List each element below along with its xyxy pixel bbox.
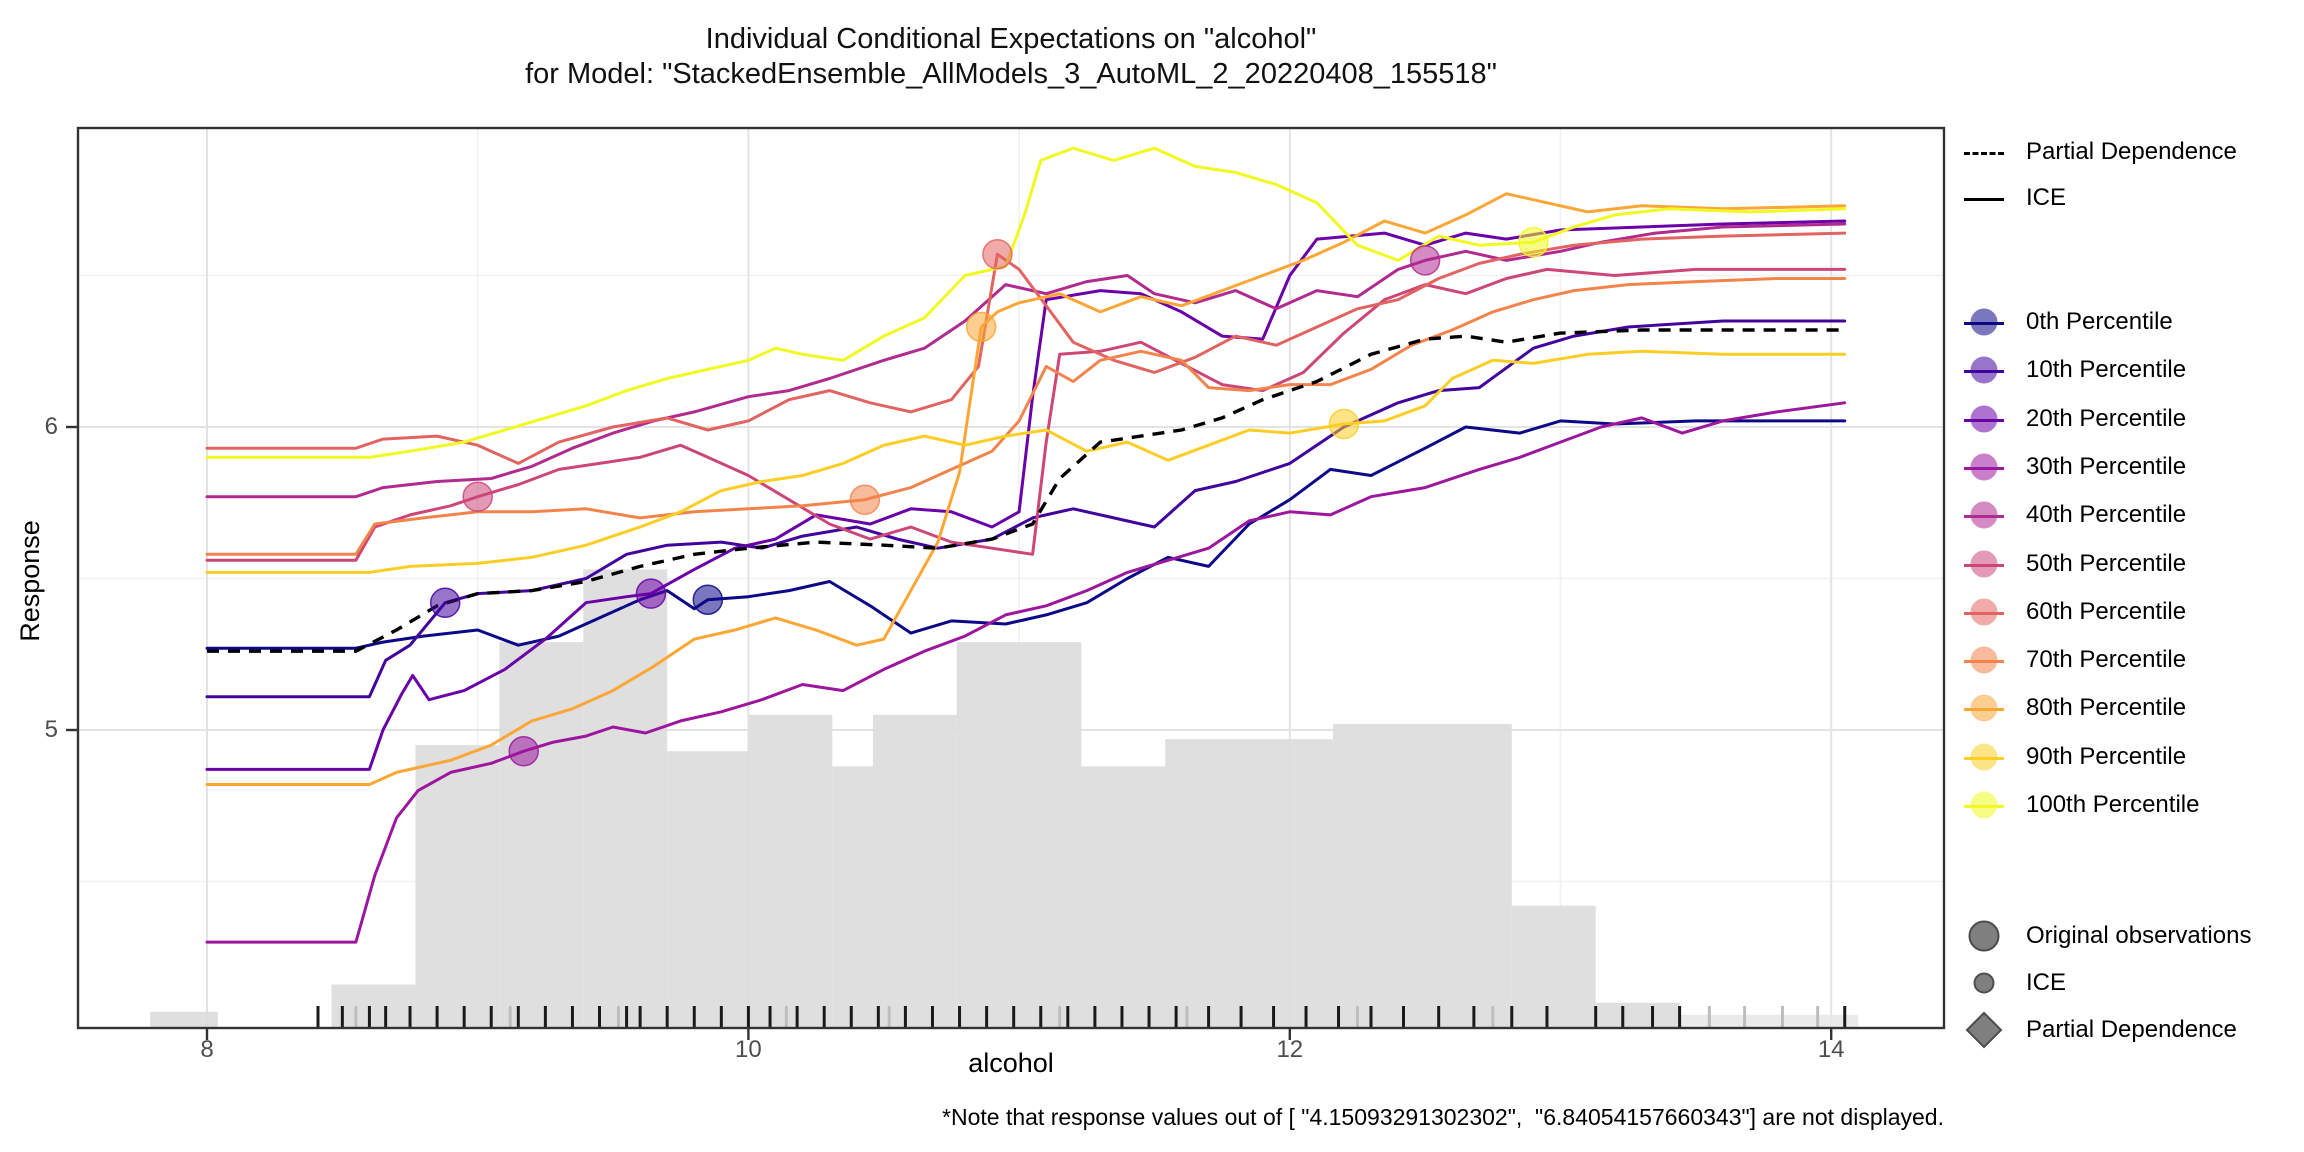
percentile-swatch-icon bbox=[1962, 399, 2006, 439]
legend-item-percentile: 80th Percentile bbox=[1962, 688, 2186, 728]
observation-dot bbox=[429, 587, 461, 618]
diamond-icon bbox=[1962, 1010, 2006, 1050]
legend-label: 40th Percentile bbox=[2026, 501, 2187, 529]
legend-item-percentile: 20th Percentile bbox=[1962, 399, 2186, 439]
legend-label: Partial Dependence bbox=[2026, 138, 2237, 165]
histogram-bar bbox=[872, 714, 957, 1027]
large-circle-icon bbox=[1962, 916, 2006, 956]
legend-item-linetype: ICE bbox=[1962, 178, 2066, 218]
histogram-bar bbox=[415, 745, 500, 1027]
observation-dot bbox=[1518, 226, 1549, 258]
histogram-bar bbox=[956, 642, 1082, 1027]
x-axis-title: alcohol bbox=[968, 1048, 1054, 1078]
legend-item-percentile: 60th Percentile bbox=[1962, 592, 2186, 632]
observation-dot bbox=[849, 484, 881, 515]
legend-label: Partial Dependence bbox=[2026, 1016, 2237, 1043]
observation-dot bbox=[508, 735, 539, 767]
ice-line bbox=[205, 219, 1847, 771]
legend-item-percentile: 10th Percentile bbox=[1962, 350, 2186, 390]
y-tick-label: 5 bbox=[44, 716, 58, 743]
ice-line bbox=[205, 349, 1847, 574]
x-tick-label: 12 bbox=[1276, 1036, 1304, 1063]
histogram-bar bbox=[1679, 1014, 1859, 1027]
observation-dot bbox=[635, 578, 667, 609]
legend-item-percentile: 40th Percentile bbox=[1962, 495, 2186, 535]
small-circle-icon bbox=[1962, 963, 2006, 1003]
ice-line bbox=[205, 401, 1847, 944]
histogram-bar bbox=[331, 984, 416, 1027]
legend-label: 0th Percentile bbox=[2026, 308, 2173, 335]
legend-label: ICE bbox=[2026, 184, 2067, 211]
legend-label: 20th Percentile bbox=[2026, 404, 2187, 432]
histogram-bar bbox=[1081, 766, 1166, 1027]
histogram-bar bbox=[150, 1011, 218, 1027]
legend-item-percentile: 90th Percentile bbox=[1962, 737, 2186, 777]
histogram-bar bbox=[832, 766, 873, 1027]
percentile-swatch-icon bbox=[1962, 495, 2006, 535]
observation-dot bbox=[462, 481, 493, 512]
partial-dependence-line bbox=[207, 328, 1845, 653]
observation-dot bbox=[692, 584, 724, 615]
legend-label: 100th Percentile bbox=[2026, 791, 2200, 818]
histogram-bar bbox=[1511, 905, 1596, 1027]
legend-item-shape: Partial Dependence bbox=[1962, 1010, 2237, 1050]
panel-border bbox=[76, 126, 1946, 1030]
legend-item-percentile: 50th Percentile bbox=[1962, 544, 2186, 584]
observation-dot bbox=[1409, 245, 1441, 276]
observation-dot bbox=[1328, 408, 1360, 440]
histogram-bar bbox=[1333, 723, 1512, 1027]
footnote: *Note that response values out of [ "4.1… bbox=[942, 1104, 1944, 1130]
solid-line-swatch-icon bbox=[1962, 178, 2006, 218]
legend-item-shape: ICE bbox=[1962, 963, 2066, 1003]
percentile-swatch-icon bbox=[1962, 688, 2006, 728]
legend-label: 30th Percentile bbox=[2026, 452, 2187, 480]
percentile-swatch-icon bbox=[1962, 785, 2006, 825]
ice-line bbox=[205, 277, 1847, 556]
ice-line bbox=[205, 222, 1847, 499]
legend-item-shape: Original observations bbox=[1962, 916, 2251, 956]
x-tick-label: 8 bbox=[200, 1036, 214, 1063]
percentile-swatch-icon bbox=[1962, 592, 2006, 632]
legend-label: 10th Percentile bbox=[2026, 356, 2187, 384]
percentile-swatch-icon bbox=[1962, 447, 2006, 487]
legend-label: 90th Percentile bbox=[2026, 742, 2187, 770]
observation-dot bbox=[982, 239, 1013, 270]
legend-label: 80th Percentile bbox=[2026, 694, 2187, 722]
percentile-swatch-icon bbox=[1962, 737, 2006, 777]
histogram-bar bbox=[1165, 739, 1334, 1027]
x-tick-label: 14 bbox=[1817, 1036, 1845, 1063]
legend-label: 50th Percentile bbox=[2026, 549, 2187, 577]
legend-item-percentile: 70th Percentile bbox=[1962, 640, 2186, 680]
chart-title-line1: Individual Conditional Expectations on "… bbox=[705, 23, 1317, 55]
legend-item-linetype: Partial Dependence bbox=[1962, 132, 2237, 172]
histogram-bar bbox=[667, 751, 749, 1027]
dashed-line-swatch-icon bbox=[1962, 132, 2006, 172]
ice-line bbox=[205, 146, 1847, 459]
chart-title: Individual Conditional Expectations on "… bbox=[78, 22, 1944, 92]
legend-label: ICE bbox=[2026, 969, 2067, 996]
percentile-swatch-icon bbox=[1962, 544, 2006, 584]
chart-title-line2: for Model: "StackedEnsemble_AllModels_3_… bbox=[525, 58, 1497, 90]
legend-item-percentile: 100th Percentile bbox=[1962, 785, 2199, 825]
legend-label: 70th Percentile bbox=[2026, 646, 2187, 674]
x-tick-label: 10 bbox=[735, 1036, 762, 1063]
legend-label: 60th Percentile bbox=[2026, 597, 2187, 625]
y-tick-label: 6 bbox=[44, 413, 58, 440]
observation-dot bbox=[965, 311, 997, 343]
histogram-bar bbox=[583, 569, 668, 1027]
histogram-bar bbox=[1595, 1002, 1680, 1027]
percentile-swatch-icon bbox=[1962, 640, 2006, 680]
y-axis-title: Response bbox=[15, 520, 45, 642]
histogram-bar bbox=[499, 642, 584, 1027]
percentile-swatch-icon bbox=[1962, 302, 2006, 342]
legend-label: Original observations bbox=[2026, 922, 2252, 949]
percentile-swatch-icon bbox=[1962, 350, 2006, 390]
histogram-bar bbox=[748, 714, 833, 1027]
legend-item-percentile: 30th Percentile bbox=[1962, 447, 2186, 487]
legend-item-percentile: 0th Percentile bbox=[1962, 302, 2173, 342]
